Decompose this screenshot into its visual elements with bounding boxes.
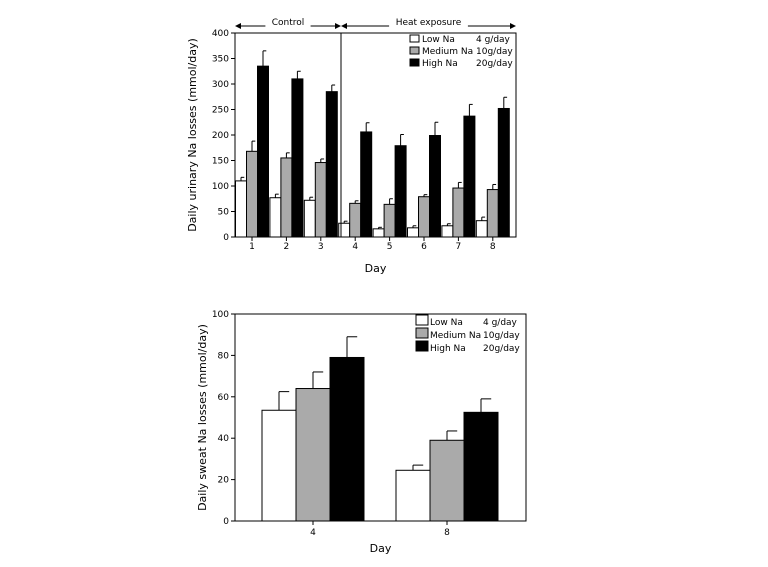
arrow-head-right bbox=[335, 23, 341, 29]
y-tick-label: 60 bbox=[218, 393, 230, 403]
y-tick-label: 0 bbox=[223, 517, 229, 527]
section-label-bg bbox=[265, 17, 311, 27]
x-tick-label: 3 bbox=[318, 242, 324, 252]
y-tick-label: 150 bbox=[212, 157, 229, 167]
y-axis-title: Daily sweat Na losses (mmol/day) bbox=[196, 324, 209, 511]
legend-dose: 20g/day bbox=[476, 59, 513, 69]
legend-dose: 10g/day bbox=[483, 331, 520, 341]
y-tick-label: 100 bbox=[212, 182, 229, 192]
x-tick-label: 4 bbox=[352, 242, 358, 252]
bar-low-na bbox=[338, 222, 351, 238]
arrow-head-right bbox=[510, 23, 516, 29]
bar-medium-na bbox=[280, 157, 293, 238]
x-tick-label: 7 bbox=[456, 242, 462, 252]
y-tick-label: 50 bbox=[218, 208, 230, 218]
bar-high-na bbox=[463, 411, 499, 522]
section-label: Control bbox=[272, 18, 305, 28]
bar-high-na bbox=[463, 115, 476, 238]
section-label: Heat exposure bbox=[396, 18, 462, 28]
bar-low-na bbox=[395, 469, 431, 522]
bar-medium-na bbox=[429, 439, 465, 522]
bar-medium-na bbox=[452, 187, 465, 238]
x-tick-label: 6 bbox=[421, 242, 427, 252]
x-tick-label: 8 bbox=[490, 242, 496, 252]
bar-low-na bbox=[261, 409, 297, 522]
y-tick-label: 40 bbox=[218, 434, 230, 444]
bar-medium-na bbox=[314, 162, 327, 238]
x-tick-label: 8 bbox=[444, 528, 450, 538]
x-axis-title: Day bbox=[365, 262, 387, 275]
bar-high-na bbox=[329, 356, 365, 522]
y-tick-label: 300 bbox=[212, 80, 229, 90]
y-tick-label: 20 bbox=[218, 476, 230, 486]
bar-low-na bbox=[441, 225, 454, 238]
bar-low-na bbox=[475, 220, 488, 238]
x-tick-label: 2 bbox=[284, 242, 290, 252]
section-label-bg bbox=[389, 17, 468, 27]
x-tick-label: 5 bbox=[387, 242, 393, 252]
bar-medium-na bbox=[349, 202, 362, 238]
y-tick-label: 0 bbox=[223, 233, 229, 243]
legend-label: Low Na bbox=[430, 318, 463, 328]
x-tick-label: 1 bbox=[249, 242, 255, 252]
legend-dose: 20g/day bbox=[483, 344, 520, 354]
bar-medium-na bbox=[418, 196, 430, 238]
legend-label: Medium Na bbox=[430, 331, 481, 341]
legend-swatch bbox=[415, 327, 429, 339]
y-axis-title: Daily urinary Na losses (mmol/day) bbox=[186, 38, 199, 232]
bar-medium-na bbox=[246, 150, 258, 238]
y-tick-label: 200 bbox=[212, 131, 229, 141]
plot-frame bbox=[234, 313, 527, 522]
legend-swatch bbox=[409, 34, 420, 43]
legend-label: Low Na bbox=[422, 35, 455, 45]
bar-medium-na bbox=[295, 388, 331, 522]
legend-dose: 10g/day bbox=[476, 47, 513, 57]
legend-swatch bbox=[415, 314, 429, 326]
y-tick-label: 80 bbox=[218, 351, 230, 361]
bar-high-na bbox=[497, 107, 510, 238]
bar-high-na bbox=[429, 135, 441, 238]
legend-label: High Na bbox=[422, 59, 458, 69]
bar-medium-na bbox=[486, 189, 499, 238]
bar-high-na bbox=[257, 65, 269, 238]
legend-dose: 4 g/day bbox=[483, 318, 518, 328]
legend-label: Medium Na bbox=[422, 47, 473, 57]
legend-swatch bbox=[415, 340, 429, 352]
legend-swatch bbox=[409, 58, 420, 67]
bar-low-na bbox=[269, 197, 282, 238]
legend-dose: 4 g/day bbox=[476, 35, 511, 45]
bar-low-na bbox=[235, 180, 247, 238]
bar-high-na bbox=[291, 78, 304, 238]
bar-low-na bbox=[372, 228, 385, 238]
legend-swatch bbox=[409, 46, 420, 55]
bar-low-na bbox=[303, 199, 316, 238]
bar-high-na bbox=[325, 91, 338, 238]
bar-high-na bbox=[360, 131, 373, 238]
y-tick-label: 100 bbox=[212, 310, 229, 320]
x-axis-title: Day bbox=[370, 542, 392, 555]
arrow-head-left bbox=[341, 23, 347, 29]
x-tick-label: 4 bbox=[310, 528, 316, 538]
y-tick-label: 350 bbox=[212, 55, 229, 65]
bar-medium-na bbox=[383, 203, 396, 238]
y-tick-label: 400 bbox=[212, 29, 229, 39]
arrow-head-left bbox=[235, 23, 241, 29]
bar-low-na bbox=[407, 227, 419, 238]
legend-label: High Na bbox=[430, 344, 466, 354]
chart-1: 0 50 100 150 200 250 300 350 400 Daily urinary Na… bbox=[186, 17, 517, 275]
y-tick-label: 250 bbox=[212, 106, 229, 116]
bar-high-na bbox=[394, 145, 407, 238]
